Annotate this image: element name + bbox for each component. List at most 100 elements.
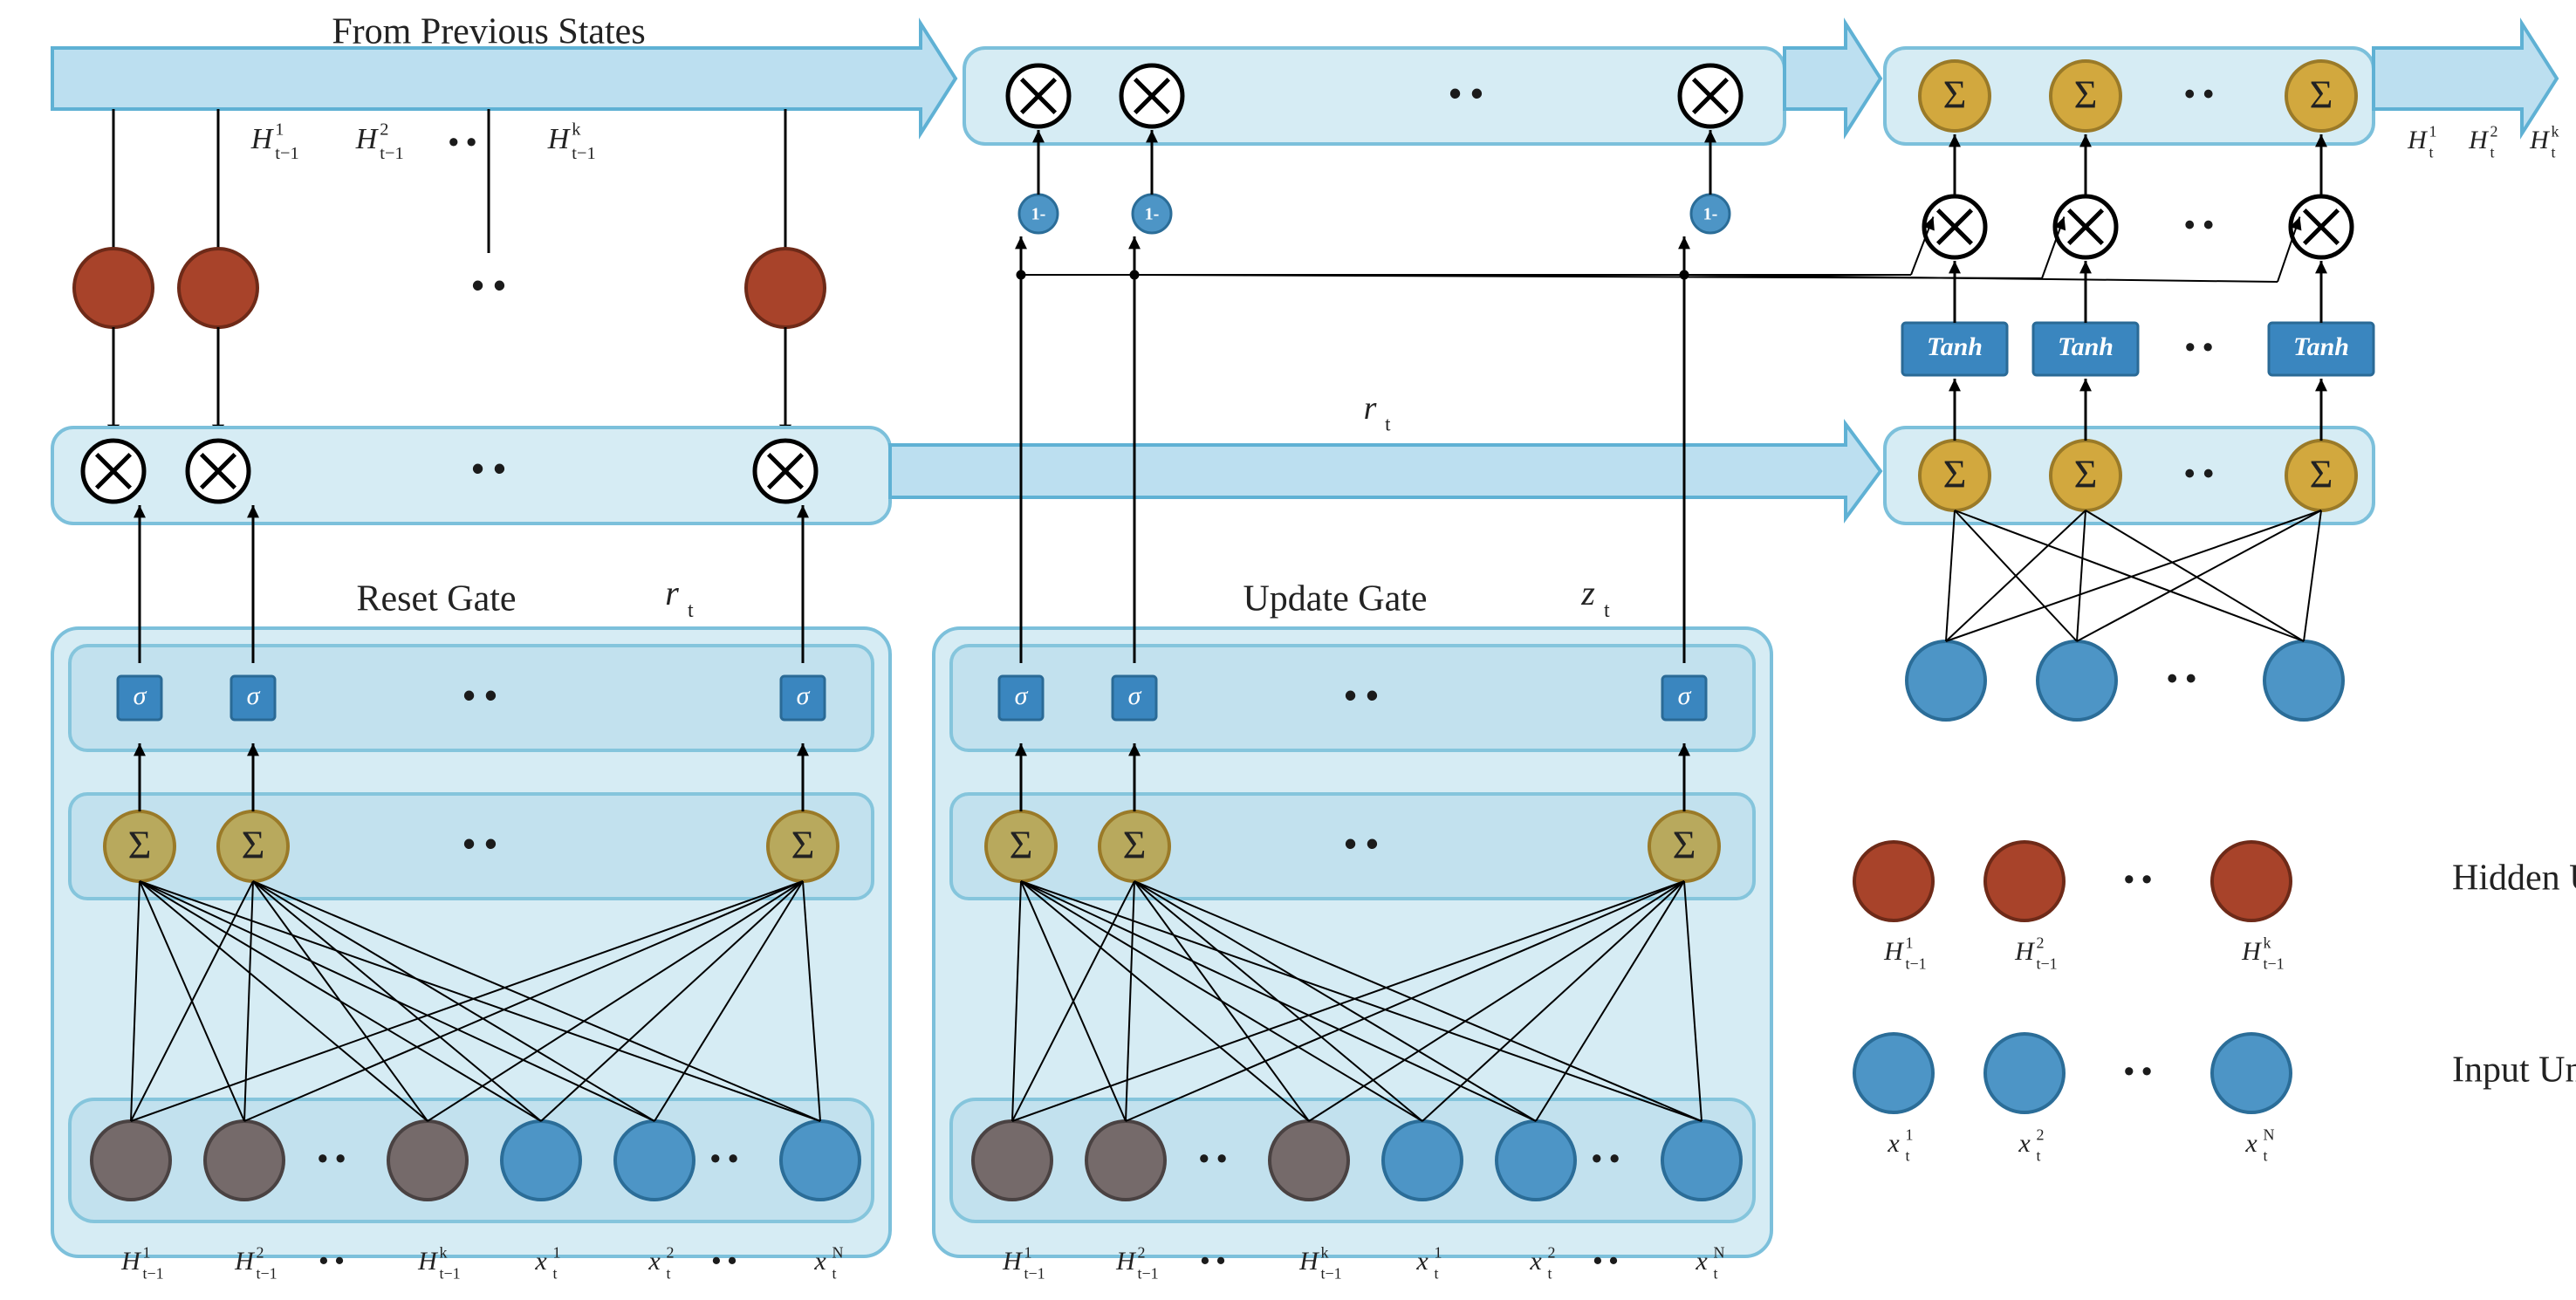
svg-text:• •: • •: [2167, 662, 2196, 695]
svg-text:t: t: [832, 1265, 837, 1283]
svg-text:x: x: [813, 1247, 826, 1276]
svg-text:• •: • •: [463, 676, 497, 715]
svg-text:• •: • •: [449, 127, 476, 158]
svg-text:H: H: [1883, 937, 1905, 966]
svg-text:• •: • •: [2184, 78, 2213, 111]
svg-text:H: H: [1115, 1247, 1137, 1276]
svg-text:x: x: [1887, 1129, 1900, 1158]
svg-text:t: t: [2037, 1147, 2041, 1165]
svg-text:Σ: Σ: [2310, 72, 2333, 117]
svg-text:z: z: [1580, 573, 1595, 612]
svg-text:t−1: t−1: [380, 144, 403, 163]
svg-text:• •: • •: [318, 1143, 346, 1174]
svg-text:σ: σ: [134, 681, 147, 710]
svg-text:N: N: [1714, 1244, 1725, 1262]
svg-text:r: r: [1364, 390, 1377, 427]
svg-text:t: t: [1385, 413, 1391, 434]
svg-text:H: H: [2529, 126, 2551, 154]
svg-text:x: x: [2244, 1129, 2257, 1158]
svg-text:H: H: [2014, 937, 2036, 966]
svg-text:1: 1: [1435, 1244, 1442, 1262]
svg-text:2: 2: [1138, 1244, 1146, 1262]
svg-text:x: x: [647, 1247, 661, 1276]
svg-text:• •: • •: [463, 824, 497, 863]
svg-text:Update Gate: Update Gate: [1243, 579, 1427, 619]
svg-text:H: H: [547, 123, 572, 155]
svg-text:t−1: t−1: [257, 1265, 277, 1283]
svg-text:Σ: Σ: [1123, 823, 1147, 867]
svg-text:x: x: [1529, 1247, 1542, 1276]
svg-text:k: k: [440, 1244, 448, 1262]
svg-text:• •: • •: [1345, 676, 1379, 715]
svg-text:2: 2: [1548, 1244, 1556, 1262]
svg-text:k: k: [2552, 123, 2559, 140]
svg-text:• •: • •: [1592, 1143, 1620, 1174]
svg-text:t−1: t−1: [143, 1265, 164, 1283]
svg-text:H: H: [1298, 1247, 1320, 1276]
svg-text:• •: • •: [319, 1248, 344, 1276]
svg-text:• •: • •: [712, 1248, 736, 1276]
svg-text:1: 1: [1906, 934, 1914, 952]
svg-text:• •: • •: [2124, 1056, 2152, 1087]
svg-text:H: H: [417, 1247, 439, 1276]
svg-text:t: t: [553, 1265, 558, 1283]
svg-text:t: t: [2490, 144, 2495, 161]
svg-text:1: 1: [1906, 1126, 1914, 1144]
svg-text:• •: • •: [2185, 332, 2213, 363]
svg-text:• •: • •: [1345, 824, 1379, 863]
svg-text:H: H: [2241, 937, 2263, 966]
svg-text:N: N: [832, 1244, 844, 1262]
svg-text:t: t: [667, 1265, 671, 1283]
svg-text:x: x: [534, 1247, 547, 1276]
svg-text:• •: • •: [1201, 1248, 1225, 1276]
svg-text:H: H: [120, 1247, 142, 1276]
svg-text:t: t: [1906, 1147, 1910, 1165]
svg-text:σ: σ: [247, 681, 261, 710]
svg-text:t: t: [1435, 1265, 1439, 1283]
svg-text:t: t: [1548, 1265, 1552, 1283]
svg-text:Σ: Σ: [1010, 823, 1033, 867]
svg-text:Tanh: Tanh: [2293, 332, 2349, 361]
svg-text:Σ: Σ: [2074, 72, 2098, 117]
svg-text:Reset Gate: Reset Gate: [356, 579, 516, 619]
svg-text:x: x: [1415, 1247, 1428, 1276]
svg-text:• •: • •: [472, 449, 506, 488]
gru-diagram: From Previous StatesH1t−1H2t−1• •Hkt−1• …: [0, 0, 2576, 1300]
svg-text:Σ: Σ: [1943, 72, 1967, 117]
svg-text:H: H: [250, 123, 275, 155]
svg-text:2: 2: [380, 120, 388, 140]
svg-text:1-: 1-: [1031, 205, 1046, 224]
svg-text:t−1: t−1: [1906, 955, 1927, 973]
svg-text:1: 1: [143, 1244, 151, 1262]
svg-text:Σ: Σ: [128, 823, 152, 867]
svg-text:t−1: t−1: [572, 144, 595, 163]
svg-text:• •: • •: [2184, 209, 2213, 242]
svg-text:t: t: [1604, 599, 1610, 622]
svg-text:Σ: Σ: [791, 823, 815, 867]
svg-text:From Previous States: From Previous States: [332, 12, 645, 52]
svg-text:t−1: t−1: [2264, 955, 2285, 973]
svg-text:Hidden Units: Hidden Units: [2452, 859, 2576, 899]
svg-text:1-: 1-: [1703, 205, 1718, 224]
svg-text:t−1: t−1: [2037, 955, 2058, 973]
svg-text:H: H: [234, 1247, 256, 1276]
svg-text:• •: • •: [1199, 1143, 1227, 1174]
svg-text:Tanh: Tanh: [1927, 332, 1983, 361]
svg-text:x: x: [2018, 1129, 2031, 1158]
svg-text:t: t: [688, 599, 694, 622]
svg-text:t−1: t−1: [440, 1265, 461, 1283]
svg-text:x: x: [1695, 1247, 1708, 1276]
svg-text:σ: σ: [797, 681, 811, 710]
svg-text:σ: σ: [1678, 681, 1692, 710]
svg-text:σ: σ: [1128, 681, 1142, 710]
svg-text:N: N: [2264, 1126, 2275, 1144]
svg-text:Σ: Σ: [1673, 823, 1696, 867]
svg-text:t: t: [1714, 1265, 1718, 1283]
svg-text:1: 1: [275, 120, 284, 140]
svg-text:2: 2: [2037, 934, 2045, 952]
svg-text:• •: • •: [2124, 864, 2152, 895]
svg-text:2: 2: [2037, 1126, 2045, 1144]
svg-text:• •: • •: [1593, 1248, 1618, 1276]
svg-text:t−1: t−1: [1138, 1265, 1159, 1283]
svg-text:t: t: [2552, 144, 2556, 161]
